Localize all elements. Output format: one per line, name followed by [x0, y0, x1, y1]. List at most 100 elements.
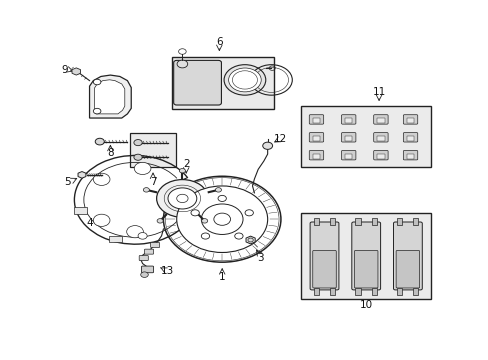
FancyBboxPatch shape	[351, 222, 380, 290]
FancyBboxPatch shape	[403, 115, 417, 124]
FancyBboxPatch shape	[412, 219, 418, 225]
FancyBboxPatch shape	[341, 115, 355, 124]
FancyBboxPatch shape	[130, 133, 175, 167]
FancyBboxPatch shape	[312, 251, 336, 288]
FancyBboxPatch shape	[403, 132, 417, 142]
Circle shape	[176, 186, 267, 252]
Circle shape	[134, 140, 142, 146]
FancyBboxPatch shape	[173, 60, 221, 105]
Circle shape	[143, 188, 149, 192]
FancyBboxPatch shape	[308, 115, 323, 124]
Text: 13: 13	[160, 266, 174, 275]
FancyBboxPatch shape	[308, 150, 323, 160]
FancyBboxPatch shape	[396, 288, 401, 295]
Text: 9: 9	[61, 64, 68, 75]
Text: 11: 11	[372, 87, 385, 97]
FancyBboxPatch shape	[403, 150, 417, 160]
Text: 5: 5	[64, 177, 71, 187]
FancyBboxPatch shape	[354, 251, 377, 288]
Circle shape	[215, 188, 221, 192]
FancyBboxPatch shape	[329, 219, 334, 225]
FancyBboxPatch shape	[412, 288, 418, 295]
FancyBboxPatch shape	[396, 219, 401, 225]
Circle shape	[234, 233, 243, 239]
FancyBboxPatch shape	[376, 118, 384, 123]
FancyBboxPatch shape	[312, 118, 320, 123]
Circle shape	[93, 108, 101, 114]
Circle shape	[156, 180, 208, 217]
FancyBboxPatch shape	[344, 154, 352, 158]
FancyBboxPatch shape	[313, 288, 318, 295]
FancyBboxPatch shape	[309, 222, 338, 290]
FancyBboxPatch shape	[312, 136, 320, 141]
Polygon shape	[72, 68, 81, 75]
FancyBboxPatch shape	[301, 107, 430, 167]
FancyBboxPatch shape	[373, 115, 387, 124]
Text: 8: 8	[107, 148, 114, 158]
FancyBboxPatch shape	[341, 132, 355, 142]
Circle shape	[176, 194, 188, 203]
FancyBboxPatch shape	[371, 219, 376, 225]
Circle shape	[126, 226, 143, 238]
FancyBboxPatch shape	[376, 136, 384, 141]
Polygon shape	[94, 80, 124, 114]
Circle shape	[191, 210, 199, 216]
Circle shape	[168, 188, 196, 209]
FancyBboxPatch shape	[150, 243, 159, 247]
Circle shape	[134, 162, 151, 175]
Text: 12: 12	[274, 134, 287, 144]
FancyBboxPatch shape	[329, 288, 334, 295]
FancyBboxPatch shape	[344, 136, 352, 141]
Circle shape	[201, 219, 207, 223]
Text: 10: 10	[359, 300, 372, 310]
FancyBboxPatch shape	[313, 219, 318, 225]
FancyBboxPatch shape	[395, 251, 419, 288]
FancyBboxPatch shape	[354, 219, 360, 225]
Circle shape	[95, 138, 104, 145]
FancyBboxPatch shape	[172, 57, 274, 109]
Text: 4: 4	[86, 219, 93, 228]
FancyBboxPatch shape	[393, 222, 422, 290]
Circle shape	[218, 195, 226, 202]
Circle shape	[93, 79, 101, 85]
Circle shape	[93, 214, 110, 226]
Polygon shape	[78, 172, 86, 178]
FancyBboxPatch shape	[139, 256, 148, 261]
FancyBboxPatch shape	[406, 118, 413, 123]
Circle shape	[244, 210, 253, 216]
Text: 1: 1	[219, 273, 225, 283]
FancyBboxPatch shape	[301, 213, 430, 299]
FancyBboxPatch shape	[74, 207, 86, 214]
Circle shape	[224, 65, 265, 95]
FancyBboxPatch shape	[144, 249, 153, 254]
FancyBboxPatch shape	[354, 288, 360, 295]
FancyBboxPatch shape	[341, 150, 355, 160]
FancyBboxPatch shape	[373, 132, 387, 142]
Circle shape	[138, 233, 147, 239]
FancyBboxPatch shape	[406, 154, 413, 158]
FancyBboxPatch shape	[373, 150, 387, 160]
FancyBboxPatch shape	[344, 118, 352, 123]
Circle shape	[157, 219, 163, 223]
FancyBboxPatch shape	[141, 266, 153, 273]
FancyBboxPatch shape	[312, 154, 320, 158]
Text: 6: 6	[216, 37, 222, 47]
Text: 3: 3	[256, 253, 263, 263]
Circle shape	[201, 233, 209, 239]
Polygon shape	[89, 75, 131, 118]
Text: 2: 2	[183, 159, 189, 169]
Circle shape	[262, 142, 272, 149]
Circle shape	[93, 173, 110, 185]
FancyBboxPatch shape	[109, 235, 122, 242]
Circle shape	[179, 168, 185, 173]
FancyBboxPatch shape	[371, 288, 376, 295]
Circle shape	[134, 154, 142, 160]
Polygon shape	[245, 236, 255, 244]
FancyBboxPatch shape	[376, 154, 384, 158]
FancyBboxPatch shape	[308, 132, 323, 142]
FancyBboxPatch shape	[406, 136, 413, 141]
Text: 7: 7	[149, 177, 156, 187]
Circle shape	[177, 60, 187, 68]
Circle shape	[228, 68, 261, 92]
Circle shape	[141, 272, 148, 278]
